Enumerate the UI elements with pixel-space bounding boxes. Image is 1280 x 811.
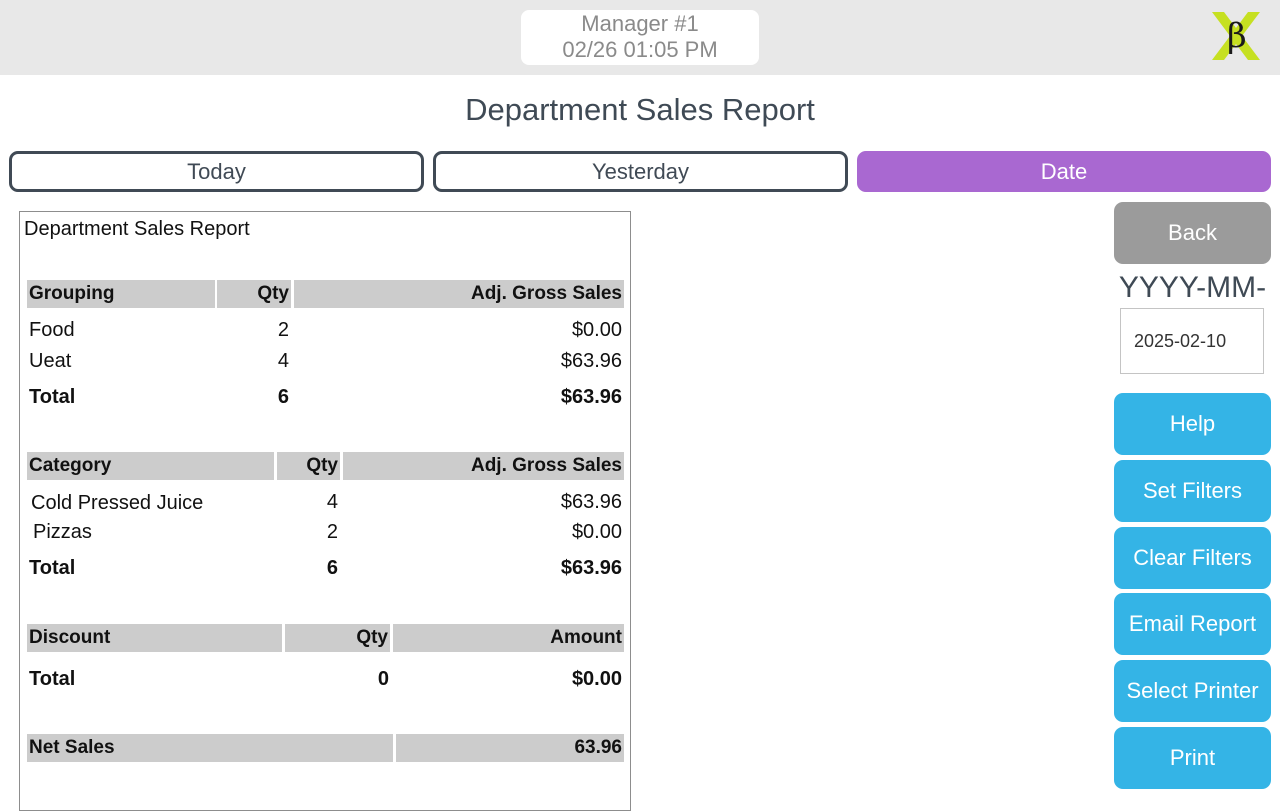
tab-date[interactable]: Date [857, 151, 1271, 192]
logo-beta: β [1227, 16, 1247, 56]
select-printer-button[interactable]: Select Printer [1114, 660, 1271, 722]
grouping-total-sales: $63.96 [560, 386, 622, 408]
report-panel[interactable]: Department Sales Report Grouping Qty Adj… [19, 211, 631, 811]
grouping-row-name: Ueat [29, 350, 72, 372]
discount-qty-header: Qty [285, 624, 390, 652]
user-name: Manager #1 [581, 11, 699, 36]
grouping-row-qty: 4 [277, 350, 289, 372]
discount-header: Discount [27, 624, 282, 652]
set-filters-button[interactable]: Set Filters [1114, 460, 1271, 522]
category-row-sales: $0.00 [571, 521, 622, 543]
date-format-label: YYYY-MM-DD [1118, 271, 1267, 304]
discount-total-label: Total [29, 668, 76, 690]
clear-filters-button[interactable]: Clear Filters [1114, 527, 1271, 589]
logo-icon[interactable]: β [1208, 10, 1264, 62]
grouping-qty-header: Qty [217, 280, 291, 308]
net-sales-label: Net Sales [27, 734, 393, 762]
grouping-header: Grouping [27, 280, 215, 308]
discount-amount-header: Amount [393, 624, 624, 652]
print-button[interactable]: Print [1114, 727, 1271, 789]
category-sales-header: Adj. Gross Sales [343, 452, 624, 480]
discount-total-qty: 0 [377, 668, 389, 690]
tab-yesterday[interactable]: Yesterday [433, 151, 848, 192]
discount-total-amount: $0.00 [571, 668, 622, 690]
category-total-label: Total [29, 557, 76, 579]
page-title: Department Sales Report [465, 92, 815, 127]
report-title: Department Sales Report [24, 218, 250, 240]
category-row-qty: 4 [326, 491, 338, 513]
current-datetime: 02/26 01:05 PM [562, 37, 718, 62]
net-sales-value: 63.96 [396, 734, 624, 762]
category-total-qty: 6 [326, 557, 338, 579]
user-card[interactable]: Manager #1 02/26 01:05 PM [521, 10, 759, 65]
grouping-row-name: Food [29, 319, 75, 341]
category-qty-header: Qty [277, 452, 340, 480]
grouping-row-sales: $0.00 [571, 319, 622, 341]
grouping-row-sales: $63.96 [560, 350, 622, 372]
email-report-button[interactable]: Email Report [1114, 593, 1271, 655]
date-field[interactable] [1120, 308, 1264, 374]
category-row-qty: 2 [326, 521, 338, 543]
category-row-sales: $63.96 [560, 491, 622, 513]
top-bar: Manager #1 02/26 01:05 PM β [0, 0, 1280, 75]
back-button[interactable]: Back [1114, 202, 1271, 264]
category-row-name: Pizzas [33, 521, 92, 543]
category-header: Category [27, 452, 274, 480]
tab-today[interactable]: Today [9, 151, 424, 192]
grouping-row-qty: 2 [277, 319, 289, 341]
category-row-name: Cold Pressed Juice [31, 492, 204, 514]
grouping-total-qty: 6 [277, 386, 289, 408]
category-total-sales: $63.96 [560, 557, 622, 579]
grouping-sales-header: Adj. Gross Sales [294, 280, 624, 308]
help-button[interactable]: Help [1114, 393, 1271, 455]
grouping-total-label: Total [29, 386, 76, 408]
